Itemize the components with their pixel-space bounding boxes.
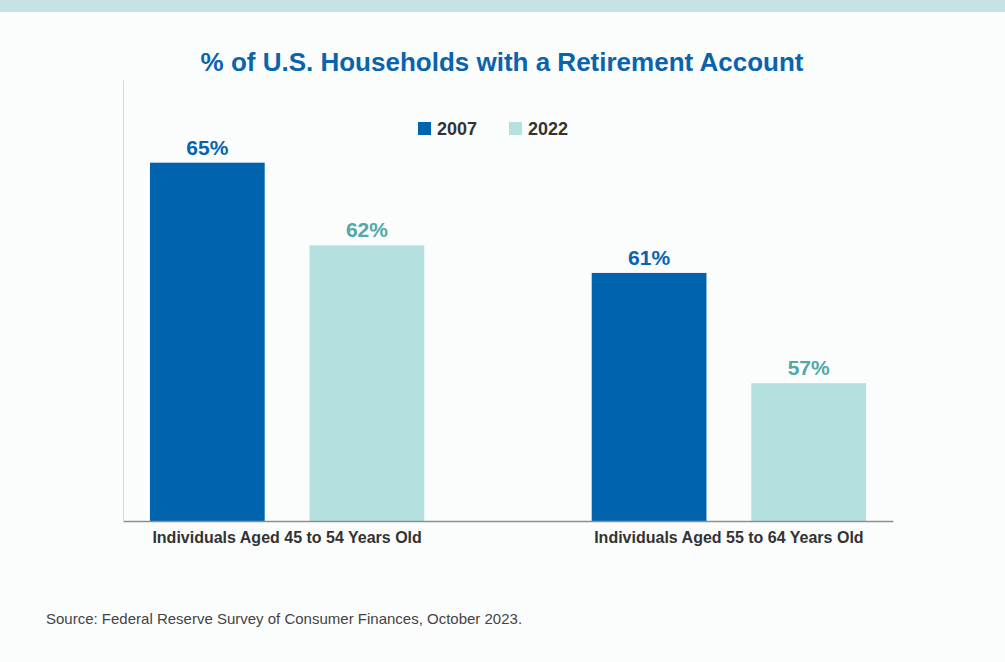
- y-axis: [123, 81, 124, 522]
- legend: 2007 2022: [418, 119, 568, 139]
- title: % of U.S. Households with a Retirement A…: [201, 47, 804, 77]
- x-axis-line: [124, 521, 894, 523]
- x-tick-label: Individuals Aged 55 to 64 Years Old: [594, 529, 863, 546]
- chart: % of U.S. Households with a Retirement A…: [0, 0, 1005, 662]
- bar: [592, 273, 707, 521]
- bar: [310, 245, 425, 521]
- y-axis-line: [123, 81, 124, 522]
- bar: [150, 163, 265, 521]
- legend-label: 2007: [437, 119, 477, 139]
- data-label: 61%: [628, 246, 670, 269]
- x-tick: Individuals Aged 55 to 64 Years Old: [594, 521, 863, 546]
- legend-label: 2022: [528, 119, 568, 139]
- legend-swatch: [509, 122, 522, 135]
- x-tick-label: Individuals Aged 45 to 54 Years Old: [152, 529, 421, 546]
- bars: [150, 163, 866, 521]
- data-label: 65%: [186, 136, 228, 159]
- background: [0, 0, 1005, 662]
- x-axis: Individuals Aged 45 to 54 Years Old Indiv…: [124, 521, 894, 546]
- bar: [751, 383, 866, 521]
- data-label: 62%: [346, 218, 388, 241]
- data-label: 57%: [788, 356, 830, 379]
- x-tick: Individuals Aged 45 to 54 Years Old: [152, 521, 421, 546]
- legend-swatch: [418, 122, 431, 135]
- source: Source: Federal Reserve Survey of Consum…: [46, 610, 522, 627]
- top-stripe: [0, 0, 1005, 12]
